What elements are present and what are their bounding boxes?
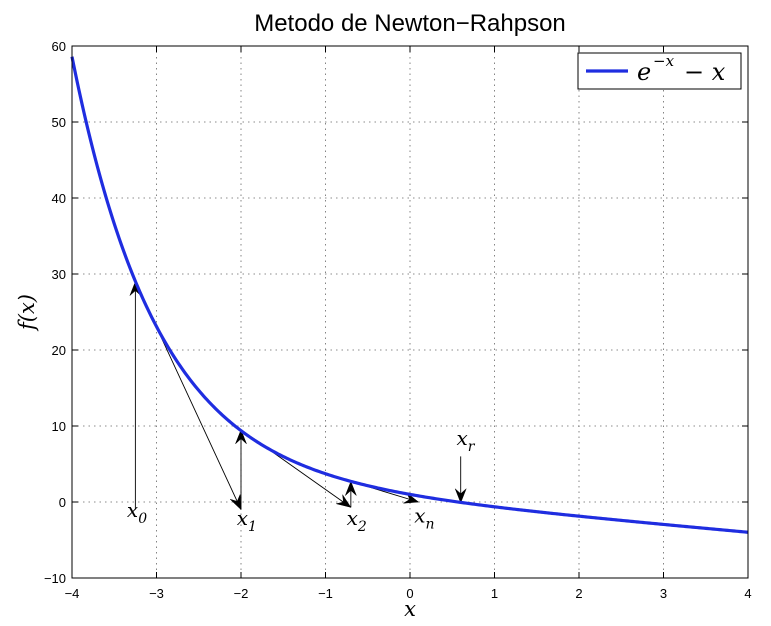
y-tick-label: 0 bbox=[59, 495, 66, 510]
x-tick-label: 0 bbox=[406, 586, 413, 601]
x-tick-label: 4 bbox=[744, 586, 751, 601]
y-tick-label: 50 bbox=[52, 115, 66, 130]
x-tick-label: −4 bbox=[65, 586, 80, 601]
x0-tangent-arrow-arrowhead bbox=[229, 494, 242, 511]
x-axis-label: x bbox=[404, 597, 416, 621]
annotation-label-xr: xr bbox=[456, 426, 475, 455]
y-tick-label: 30 bbox=[52, 267, 66, 282]
x-tick-label: −3 bbox=[149, 586, 164, 601]
legend: e −x − x bbox=[577, 52, 742, 90]
xr-arrow-arrowhead bbox=[454, 488, 467, 504]
grid-layer bbox=[72, 46, 748, 578]
y-tick-label: 10 bbox=[52, 419, 66, 434]
x2-vertical-arrow-arrowhead bbox=[345, 480, 357, 496]
annotation-label-x1: x1 bbox=[237, 506, 257, 535]
x1-vertical-arrow-arrowhead bbox=[235, 429, 247, 444]
x-tick-label: 3 bbox=[660, 586, 667, 601]
legend-label-base: e bbox=[637, 58, 651, 86]
series-line bbox=[70, 56, 749, 534]
y-tick-label: 60 bbox=[52, 39, 66, 54]
x-tick-label: −2 bbox=[234, 586, 249, 601]
legend-label-exponent: −x bbox=[653, 52, 675, 70]
x-tick-label: 1 bbox=[491, 586, 498, 601]
y-tick-label: 20 bbox=[52, 343, 66, 358]
annotation-label-x0: x0 bbox=[127, 498, 147, 527]
annotation-label-x2: x2 bbox=[347, 506, 367, 535]
y-tick-label: 40 bbox=[52, 191, 66, 206]
x1-tangent-arrow-arrowhead bbox=[336, 494, 352, 508]
legend-label-tail: − x bbox=[684, 58, 726, 86]
curve-layer bbox=[70, 56, 749, 534]
y-tick-label: −10 bbox=[44, 571, 66, 586]
chart-title: Metodo de Newton−Rahpson bbox=[254, 10, 566, 37]
x-tick-label: 2 bbox=[575, 586, 582, 601]
x-tick-label: −1 bbox=[318, 586, 333, 601]
annotation-label-xn: xn bbox=[414, 504, 434, 533]
y-axis-label: f(x) bbox=[15, 294, 39, 332]
